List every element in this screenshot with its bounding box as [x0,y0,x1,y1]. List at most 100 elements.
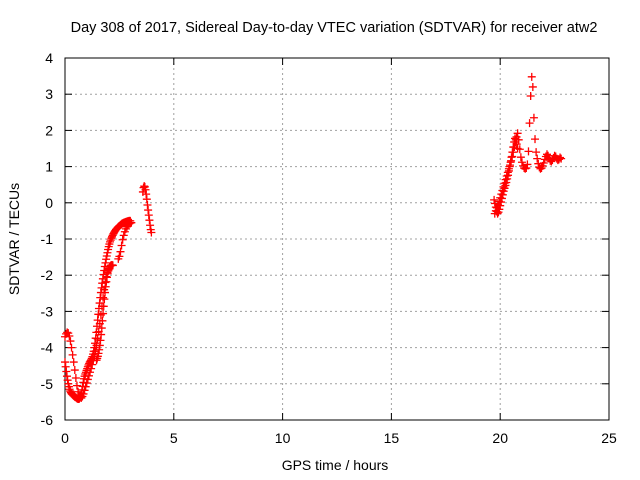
data-point [101,288,110,297]
data-point [142,190,151,199]
data-point [92,356,101,365]
data-point [83,375,92,384]
data-point [505,162,514,171]
data-point [94,349,103,358]
data-point [511,135,520,144]
data-point [63,376,72,385]
data-point [498,190,507,199]
tick-layer: 0 5 10 15 20 25 -6 -5 -4 -3 -2 -1 0 1 2 3 4 [41,50,617,446]
data-point [71,374,80,383]
data-point [84,371,93,380]
data-point [100,295,109,304]
data-point [101,258,110,267]
data-point [99,293,108,302]
data-point [74,387,83,396]
data-point [87,364,96,373]
x-tick-label: 25 [601,430,617,446]
data-point [513,129,522,138]
y-tick-label: 2 [45,122,53,138]
y-tick-label: -6 [41,412,54,428]
data-point [98,316,107,325]
x-tick-label: 10 [275,430,291,446]
data-point [67,343,76,352]
data-point [62,367,71,376]
data-point [115,252,124,261]
data-point [142,195,151,204]
data-point [80,386,89,395]
data-point [81,382,90,391]
y-tick-label: -5 [41,376,54,392]
data-point [497,194,506,203]
data-point [69,358,78,367]
data-point [86,368,95,377]
data-point [557,154,566,163]
x-axis-label: GPS time / hours [282,457,389,473]
data-point [144,206,153,215]
data-point [496,201,505,210]
data-point [147,228,156,237]
data-point [523,160,532,169]
data-point [513,144,522,153]
data-point [95,345,104,354]
data-point [101,282,110,291]
y-tick-label: 1 [45,159,53,175]
data-point [70,366,79,375]
y-tick-label: -1 [41,231,54,247]
plot-border [64,57,610,421]
data-point [127,218,136,227]
y-tick-label: -3 [41,303,54,319]
data-point [118,235,127,244]
data-point [145,216,154,225]
y-tick-label: 3 [45,86,53,102]
data-point [146,221,155,230]
data-point [521,164,530,173]
data-point [61,358,69,367]
data-point [106,237,115,246]
data-point [503,174,512,183]
data-point [542,150,551,159]
data-point [79,389,88,398]
data-point [510,134,519,143]
x-tick-label: 20 [492,430,508,446]
data-point [96,336,105,345]
data-point [524,147,533,156]
data-point [508,148,517,157]
data-point [507,153,516,162]
data-point [534,159,543,168]
data-point [529,113,538,122]
data-point [116,247,125,256]
data-point [490,195,499,204]
data-point [539,158,548,167]
data-point [88,360,97,369]
data-point [504,171,513,180]
data-point [91,334,100,343]
data-point [497,198,506,207]
grid-layer [65,58,609,420]
data-point [504,166,513,175]
data-point [527,72,536,81]
x-tick-label: 5 [170,430,178,446]
data-point [97,330,106,339]
y-tick-label: -2 [41,267,54,283]
data-point [522,164,531,173]
data-point [512,140,521,149]
data-point [532,148,541,157]
data-point [526,92,535,101]
data-point [68,350,77,359]
data-point [528,82,537,91]
x-tick-label: 15 [384,430,400,446]
data-point [493,209,502,218]
y-tick-label: -4 [41,340,54,356]
data-point [99,302,108,311]
data-point [102,277,111,286]
data-point [61,362,70,371]
y-tick-label: 0 [45,195,53,211]
data-point [506,158,515,167]
data-point [108,261,117,270]
data-point [72,381,81,390]
data-point [143,200,152,209]
y-axis-label: SDTVAR / TECUs [6,183,22,295]
data-point [82,379,91,388]
data-point [82,366,91,375]
